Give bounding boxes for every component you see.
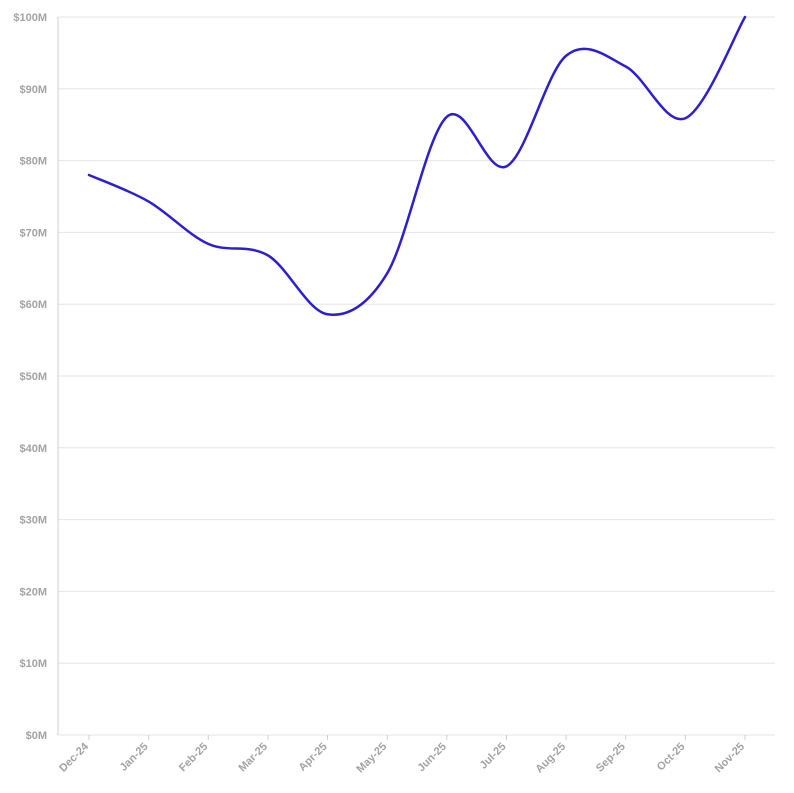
x-tick-label: Jan-25 — [118, 741, 151, 774]
x-axis: Dec-24 Jan-25 Feb-25 Mar-25 Apr-25 May-25 Jun-… — [57, 735, 747, 775]
y-tick-label: $0M — [26, 730, 47, 742]
data-point — [444, 114, 450, 120]
x-tick-label: Jul-25 — [478, 741, 509, 772]
y-tick-label: $40M — [19, 443, 47, 455]
x-tick-label: Oct-25 — [655, 741, 688, 774]
x-tick-label: Mar-25 — [236, 741, 270, 775]
x-tick-label: Jun-25 — [415, 741, 449, 775]
data-point — [563, 53, 569, 59]
data-point — [146, 199, 152, 205]
data-point — [325, 311, 331, 317]
data-point — [742, 14, 748, 20]
series-line — [87, 15, 747, 316]
data-point — [682, 115, 688, 121]
x-tick-label: Nov-25 — [713, 741, 747, 775]
x-tick-label: Apr-25 — [297, 741, 330, 774]
x-tick-label: Dec-24 — [57, 740, 92, 775]
data-point — [265, 252, 271, 258]
y-tick-label: $90M — [19, 84, 47, 96]
y-tick-label: $50M — [19, 371, 47, 383]
y-tick-label: $60M — [19, 299, 47, 311]
data-point — [623, 64, 629, 70]
x-tick-label: Feb-25 — [177, 741, 211, 775]
x-tick-label: Sep-25 — [594, 741, 628, 775]
series — [86, 14, 748, 317]
data-point — [86, 172, 92, 178]
y-tick-label: $80M — [19, 156, 47, 168]
data-point — [205, 241, 211, 247]
gridlines — [58, 16, 775, 736]
x-tick-label: May-25 — [354, 741, 389, 776]
y-axis: $0M $10M $20M $30M $40M $50M $60M $70M $80M $90M $… — [13, 12, 59, 742]
data-point — [384, 270, 390, 276]
y-tick-label: $10M — [19, 658, 47, 670]
y-tick-label: $20M — [19, 586, 47, 598]
x-tick-label: Aug-25 — [533, 741, 568, 776]
y-tick-label: $70M — [19, 227, 47, 239]
y-tick-label: $100M — [13, 12, 47, 24]
y-tick-label: $30M — [19, 515, 47, 527]
data-point — [503, 163, 509, 169]
